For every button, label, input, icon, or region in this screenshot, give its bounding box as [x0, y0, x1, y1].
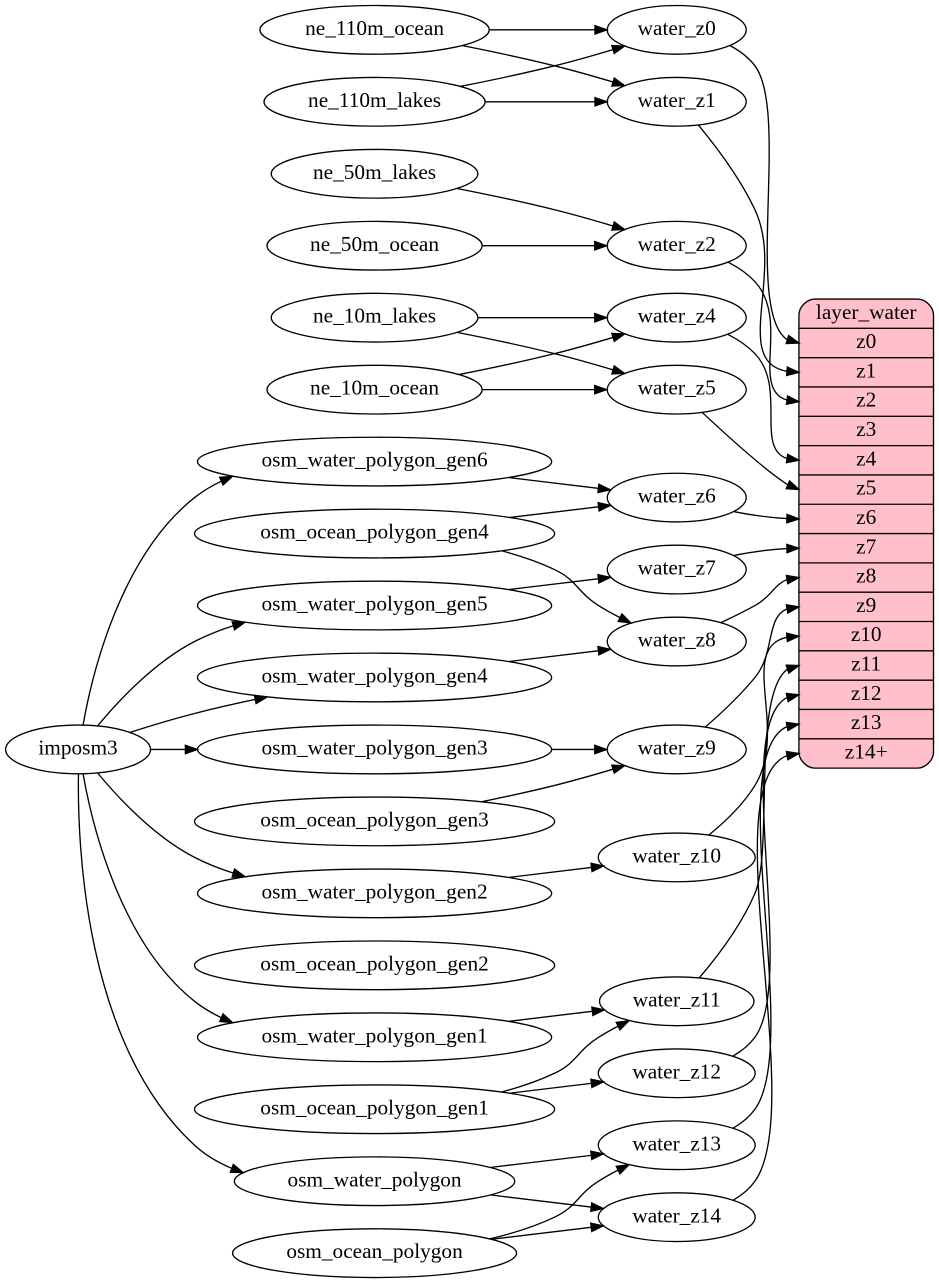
svg-text:water_z7: water_z7	[638, 556, 716, 580]
svg-text:osm_water_polygon_gen4: osm_water_polygon_gen4	[261, 664, 487, 688]
svg-text:z12: z12	[851, 681, 882, 705]
svg-text:water_z12: water_z12	[632, 1059, 721, 1083]
svg-text:ne_10m_lakes: ne_10m_lakes	[313, 304, 436, 328]
svg-text:osm_ocean_polygon: osm_ocean_polygon	[286, 1239, 463, 1263]
svg-text:z10: z10	[851, 622, 882, 646]
svg-text:water_z9: water_z9	[638, 736, 716, 760]
svg-text:ne_110m_lakes: ne_110m_lakes	[308, 88, 441, 112]
svg-text:z4: z4	[856, 446, 876, 470]
svg-text:osm_water_polygon_gen1: osm_water_polygon_gen1	[261, 1023, 487, 1047]
svg-text:osm_water_polygon_gen3: osm_water_polygon_gen3	[261, 736, 487, 760]
svg-text:imposm3: imposm3	[38, 736, 117, 760]
svg-text:water_z1: water_z1	[638, 88, 716, 112]
svg-text:z1: z1	[856, 358, 876, 382]
svg-text:water_z5: water_z5	[638, 376, 716, 400]
svg-text:z8: z8	[856, 564, 876, 588]
svg-text:water_z0: water_z0	[638, 16, 716, 40]
svg-text:osm_water_polygon_gen2: osm_water_polygon_gen2	[261, 879, 487, 903]
svg-text:z7: z7	[856, 534, 876, 558]
svg-text:z13: z13	[851, 710, 882, 734]
svg-text:osm_water_polygon_gen6: osm_water_polygon_gen6	[261, 448, 487, 472]
svg-text:z11: z11	[851, 652, 881, 676]
svg-text:water_z14: water_z14	[632, 1203, 721, 1227]
svg-text:osm_ocean_polygon_gen4: osm_ocean_polygon_gen4	[260, 520, 489, 544]
svg-text:water_z10: water_z10	[632, 843, 721, 867]
svg-text:z3: z3	[856, 417, 876, 441]
svg-text:layer_water: layer_water	[816, 300, 917, 324]
svg-text:z0: z0	[856, 329, 876, 353]
svg-text:osm_ocean_polygon_gen2: osm_ocean_polygon_gen2	[260, 951, 488, 975]
svg-text:water_z13: water_z13	[632, 1131, 721, 1155]
svg-text:z2: z2	[856, 388, 876, 412]
svg-text:osm_water_polygon: osm_water_polygon	[288, 1167, 462, 1191]
svg-text:z9: z9	[856, 593, 876, 617]
svg-text:osm_ocean_polygon_gen1: osm_ocean_polygon_gen1	[260, 1095, 488, 1119]
svg-text:ne_50m_lakes: ne_50m_lakes	[313, 160, 436, 184]
svg-text:z6: z6	[856, 505, 876, 529]
svg-text:water_z2: water_z2	[638, 232, 716, 256]
svg-text:water_z4: water_z4	[638, 304, 716, 328]
svg-text:ne_50m_ocean: ne_50m_ocean	[310, 232, 439, 256]
svg-text:water_z11: water_z11	[633, 987, 721, 1011]
svg-text:z5: z5	[856, 476, 876, 500]
svg-text:ne_10m_ocean: ne_10m_ocean	[310, 376, 439, 400]
svg-text:water_z8: water_z8	[638, 628, 716, 652]
svg-text:z14+: z14+	[845, 740, 888, 764]
svg-text:water_z6: water_z6	[638, 484, 716, 508]
svg-text:ne_110m_ocean: ne_110m_ocean	[305, 16, 444, 40]
svg-text:osm_water_polygon_gen5: osm_water_polygon_gen5	[261, 592, 487, 616]
svg-text:osm_ocean_polygon_gen3: osm_ocean_polygon_gen3	[260, 807, 488, 831]
